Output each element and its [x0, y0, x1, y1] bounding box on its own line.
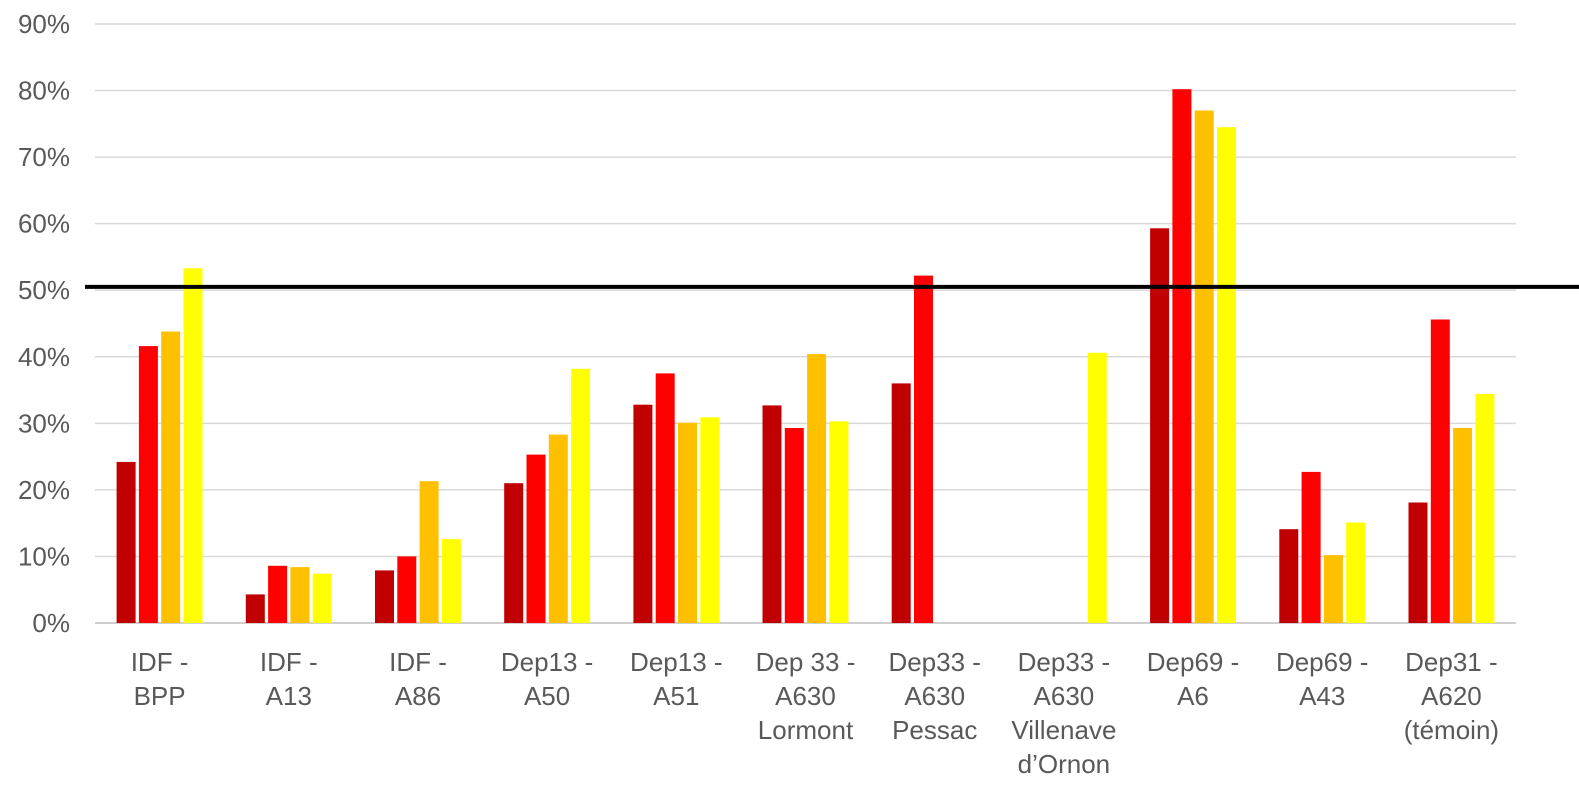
x-category-label: A86	[395, 681, 441, 711]
x-category-label: IDF -	[389, 647, 447, 677]
bar	[268, 565, 288, 623]
x-category-label: Dep69 -	[1147, 647, 1240, 677]
x-category-label: Villenave	[1011, 715, 1116, 745]
x-category-label: Dep13 -	[630, 647, 723, 677]
bar	[397, 556, 417, 623]
x-category-label: A51	[653, 681, 699, 711]
bar	[312, 573, 332, 623]
bar	[784, 428, 804, 623]
bar	[138, 346, 158, 623]
bars	[116, 89, 1495, 624]
bar	[1217, 127, 1236, 623]
bar	[116, 461, 136, 623]
bar	[914, 275, 933, 623]
x-category-label: A13	[266, 681, 312, 711]
bar	[245, 594, 265, 623]
x-category-label: IDF -	[131, 647, 189, 677]
bar	[678, 422, 697, 623]
x-category-label: Dep31 -	[1405, 647, 1498, 677]
bar	[829, 421, 849, 623]
x-category-label: BPP	[134, 681, 186, 711]
x-category-label: Dep 33 -	[756, 647, 856, 677]
bar	[1087, 352, 1107, 623]
x-category-label: A50	[524, 681, 570, 711]
bar	[655, 373, 675, 623]
bar	[1194, 110, 1214, 623]
bar	[807, 354, 827, 623]
bar	[1346, 522, 1366, 623]
bar	[441, 539, 461, 623]
y-tick-label: 60%	[18, 209, 70, 239]
bar	[1279, 529, 1299, 623]
bar	[1150, 228, 1170, 624]
bar	[891, 383, 911, 623]
y-tick-label: 30%	[18, 408, 70, 438]
x-category-label: d’Ornon	[1018, 749, 1111, 779]
bar	[1475, 394, 1495, 623]
bar	[1323, 555, 1343, 623]
bar	[1301, 471, 1321, 623]
x-category-label: A630	[775, 681, 836, 711]
y-tick-label: 0%	[32, 608, 70, 638]
x-category-label: A6	[1177, 681, 1209, 711]
x-category-label: Dep33 -	[888, 647, 981, 677]
x-category-label: A620	[1421, 681, 1482, 711]
y-tick-label: 20%	[18, 475, 70, 505]
bar	[1172, 89, 1192, 623]
y-tick-label: 70%	[18, 142, 70, 172]
y-axis-tick-labels: 0% 10% 20% 30% 40% 50% 60% 70% 80% 90%	[18, 9, 70, 638]
x-category-label: A630	[904, 681, 965, 711]
bar	[548, 434, 568, 623]
y-tick-label: 10%	[18, 541, 70, 571]
gridlines	[95, 23, 1516, 624]
bar	[633, 404, 653, 623]
x-category-label: Pessac	[892, 715, 977, 745]
bar	[1453, 428, 1473, 623]
x-category-label: Dep33 -	[1018, 647, 1111, 677]
x-category-label: A43	[1299, 681, 1345, 711]
bar	[1408, 502, 1428, 623]
x-category-label: Dep13 -	[501, 647, 594, 677]
bar	[161, 331, 181, 623]
y-tick-label: 80%	[18, 76, 70, 106]
bar	[375, 570, 394, 623]
bar	[526, 454, 546, 623]
bar	[290, 567, 310, 623]
x-category-label: A630	[1034, 681, 1095, 711]
bar	[1430, 319, 1450, 623]
y-tick-label: 50%	[18, 275, 70, 305]
bar	[700, 417, 720, 623]
x-category-label: Lormont	[758, 715, 854, 745]
bar	[419, 481, 439, 623]
x-category-label: (témoin)	[1404, 715, 1499, 745]
x-category-label: Dep69 -	[1276, 647, 1369, 677]
bar	[571, 368, 591, 623]
x-category-label: IDF -	[260, 647, 318, 677]
y-tick-label: 90%	[18, 9, 70, 39]
y-tick-label: 40%	[18, 342, 70, 372]
bar	[183, 268, 203, 623]
bar	[762, 405, 782, 623]
bar	[504, 483, 524, 623]
x-axis-category-labels: IDF - BPP IDF - A13 IDF - A86 Dep13 - A50 Dep13 …	[131, 647, 1499, 779]
